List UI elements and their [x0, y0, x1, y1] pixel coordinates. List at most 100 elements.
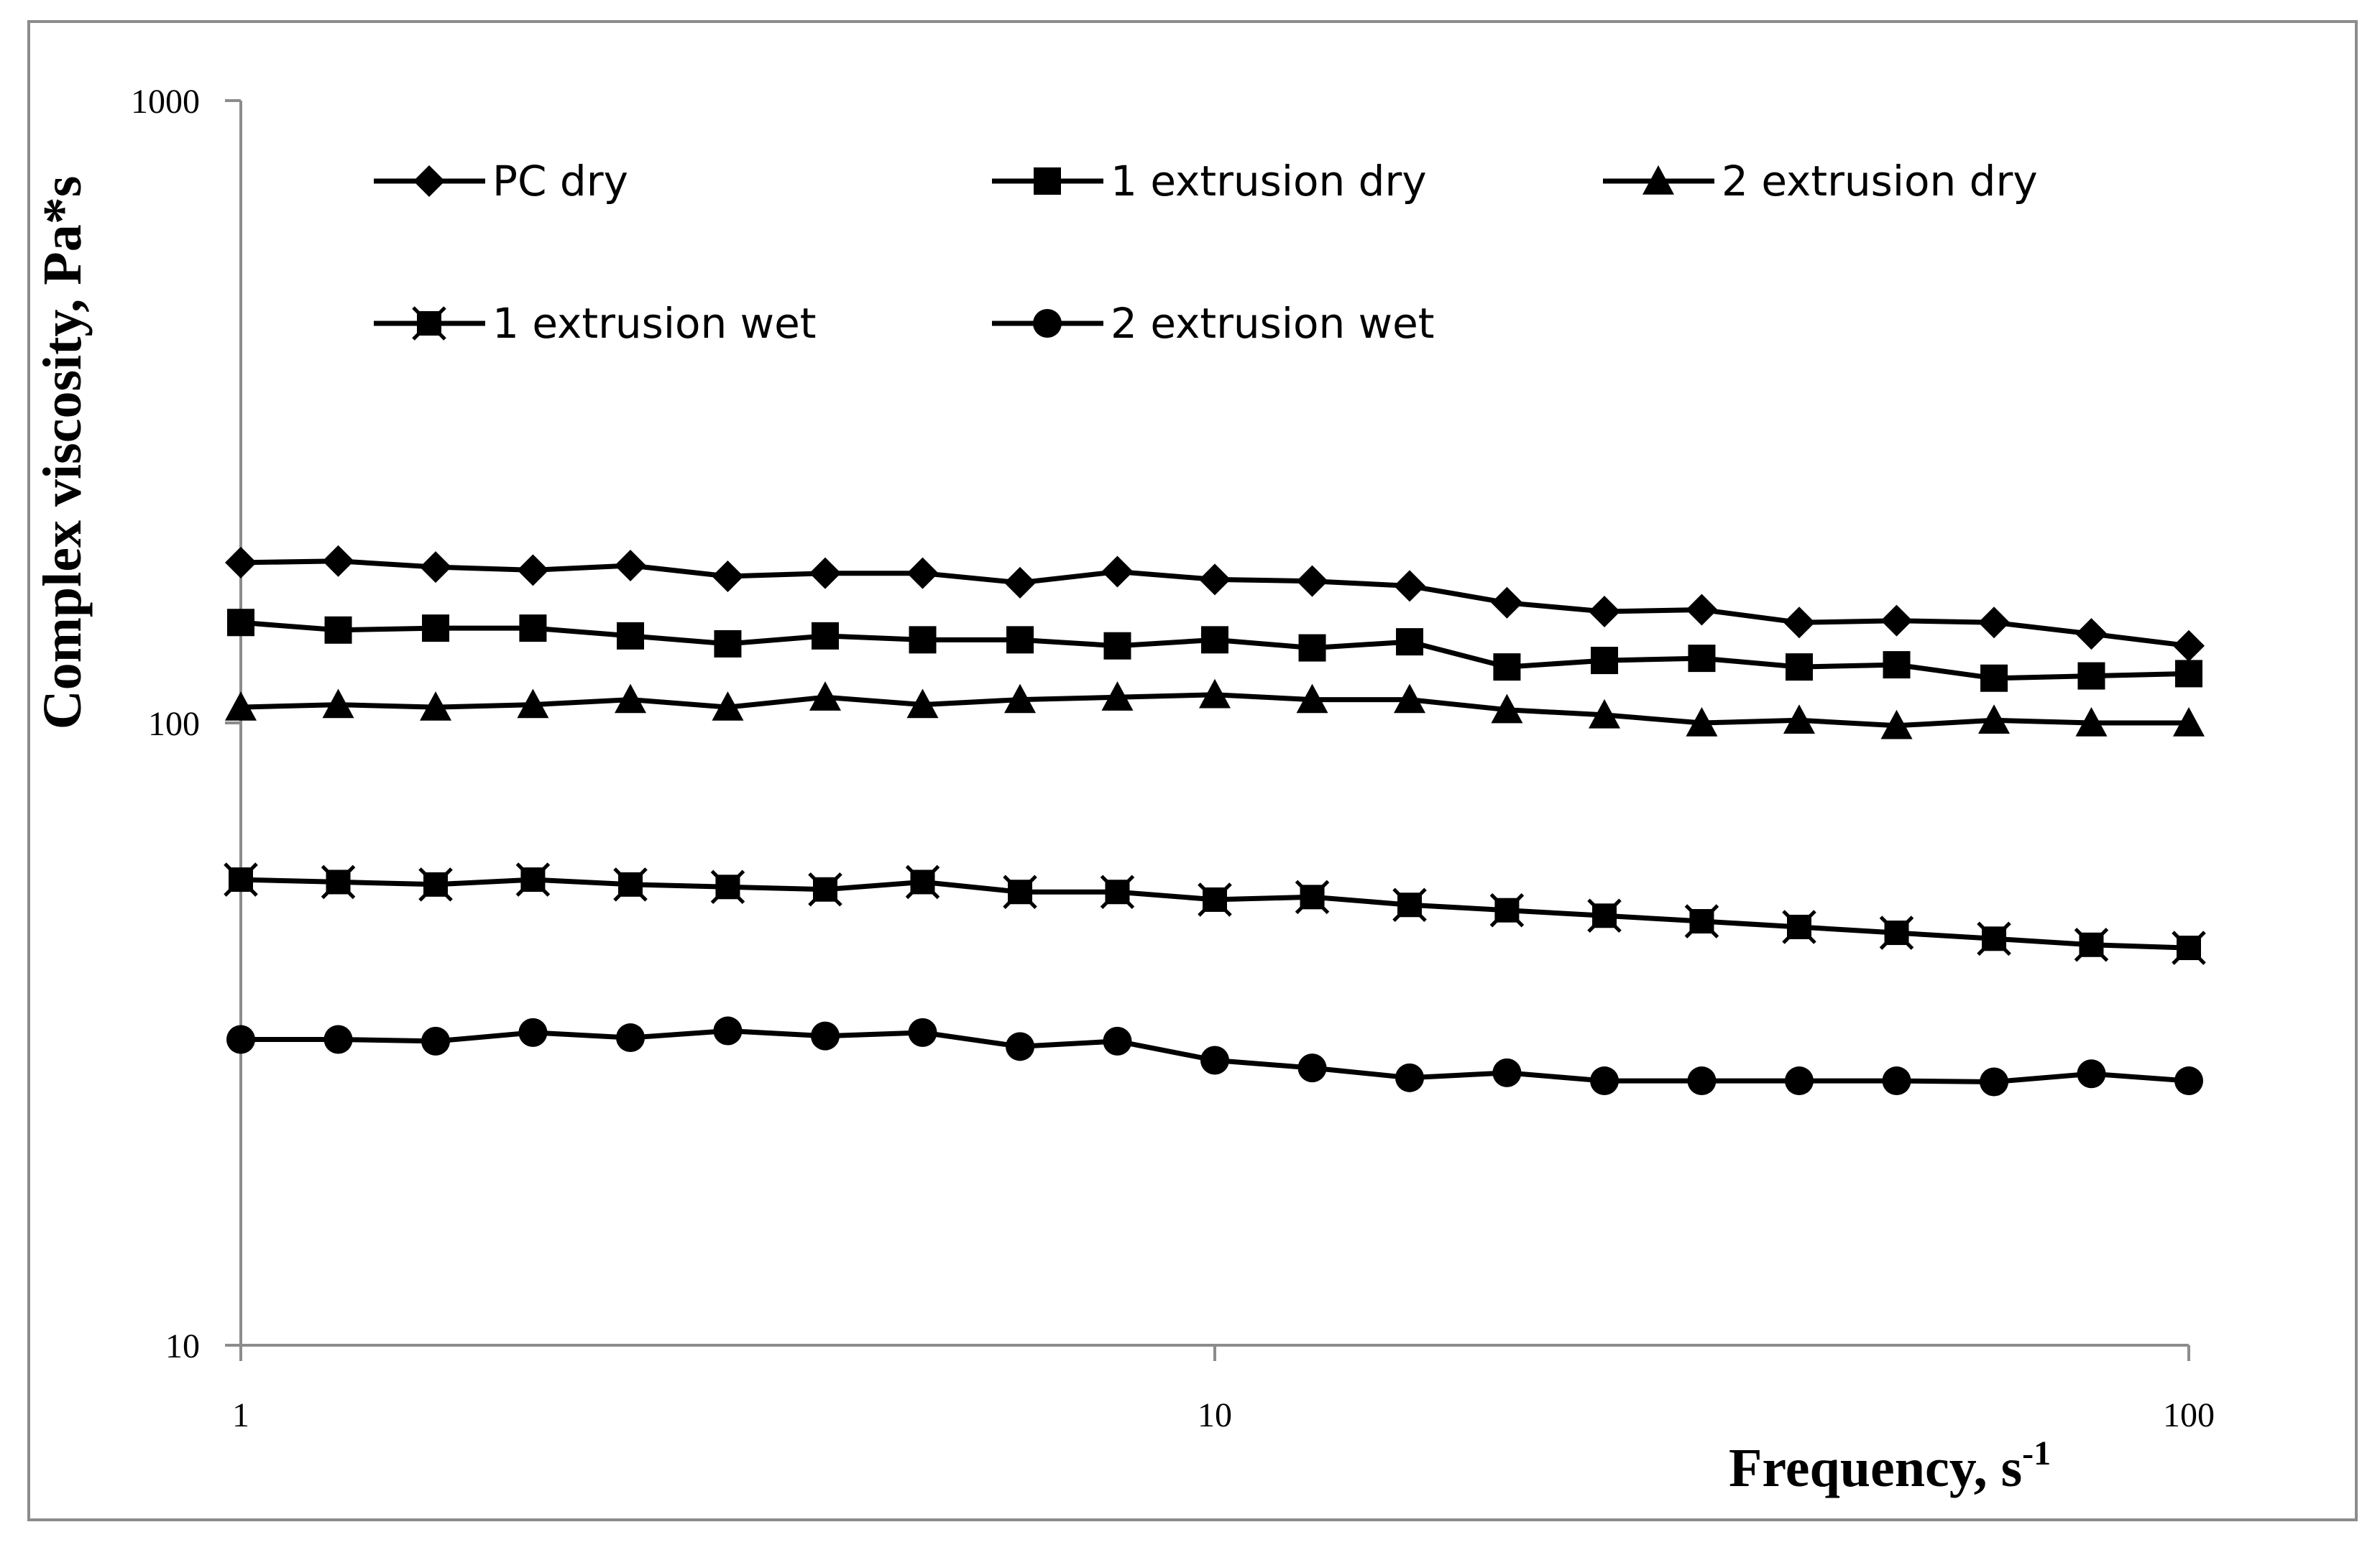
data-point — [2075, 618, 2108, 650]
data-point — [1101, 555, 1134, 588]
square-marker-shape — [1493, 653, 1521, 681]
square-marker-shape — [1103, 632, 1131, 660]
circle-marker-shape — [810, 1021, 840, 1051]
data-point — [519, 614, 547, 642]
triangle-marker-shape — [712, 691, 744, 721]
diamond-marker-shape — [906, 557, 939, 589]
x-tick-label: 1 — [232, 1396, 249, 1434]
circle-marker-shape — [421, 1026, 451, 1056]
square-marker-shape — [227, 609, 254, 637]
circle-marker-shape — [1200, 1046, 1229, 1075]
data-point — [712, 691, 744, 721]
circle-marker-shape — [1006, 1032, 1035, 1061]
data-point — [1782, 910, 1816, 944]
diamond-marker-shape — [517, 554, 549, 586]
data-point — [2173, 707, 2205, 737]
data-point — [1686, 707, 1718, 737]
square-marker-shape — [1980, 664, 2008, 692]
legend-marker — [1033, 309, 1062, 338]
square-marker-shape — [2077, 662, 2105, 690]
data-point — [1392, 887, 1427, 923]
cross-marker-stroke — [224, 862, 258, 897]
data-point — [1980, 664, 2008, 692]
chart-frame — [27, 20, 2358, 1521]
data-point — [1688, 645, 1716, 673]
diamond-marker-shape — [1589, 596, 1621, 628]
data-point — [1783, 704, 1815, 734]
circle-marker-shape — [1103, 1026, 1132, 1056]
data-point — [422, 614, 450, 642]
square-marker-shape — [1591, 647, 1619, 675]
data-point — [1103, 1026, 1132, 1056]
triangle-marker-shape — [809, 681, 841, 711]
data-point — [1686, 594, 1718, 626]
square-marker-shape — [324, 616, 352, 644]
series-2-extrusion-wet — [226, 1016, 2203, 1097]
y-tick-label: 10 — [165, 1327, 200, 1365]
data-point — [906, 688, 939, 719]
data-point — [1880, 604, 1913, 637]
diamond-marker-shape — [322, 545, 354, 577]
data-point — [323, 1025, 353, 1054]
data-point — [906, 557, 939, 589]
axes: 10 100 1000 1 10 100 — [131, 83, 2215, 1434]
x-axis-title-superscript: -1 — [2022, 1434, 2051, 1472]
y-tick-label: 100 — [148, 705, 200, 743]
data-point — [615, 683, 647, 714]
cross-marker-stroke — [1198, 882, 1232, 917]
data-point — [1201, 626, 1228, 654]
triangle-marker-shape — [1642, 165, 1674, 195]
x-tick-label: 10 — [1198, 1396, 1232, 1434]
square-marker-shape — [2175, 660, 2202, 688]
data-point — [2173, 629, 2205, 662]
data-point — [1589, 596, 1621, 628]
cross-marker-stroke — [1489, 893, 1525, 928]
circle-marker-shape — [1980, 1067, 2009, 1097]
square-marker-shape — [1688, 645, 1716, 673]
legend-label: 1 extrusion wet — [492, 299, 817, 348]
data-point — [1980, 1067, 2009, 1097]
data-point — [1296, 565, 1328, 597]
data-point — [1591, 647, 1619, 675]
circle-marker-shape — [2174, 1066, 2203, 1096]
legend-marker — [1642, 165, 1674, 195]
square-marker-shape — [617, 622, 645, 650]
data-point — [321, 864, 356, 900]
series-layer — [224, 545, 2206, 1097]
data-point — [713, 1016, 743, 1046]
data-point — [905, 864, 940, 900]
data-point — [712, 561, 744, 593]
diamond-marker-shape — [1004, 566, 1037, 599]
legend-label: PC dry — [492, 157, 628, 206]
triangle-marker-shape — [1101, 681, 1134, 711]
circle-marker-shape — [713, 1016, 743, 1046]
legend-marker — [412, 306, 446, 341]
cross-marker-stroke — [1392, 887, 1427, 923]
diamond-marker-shape — [225, 546, 257, 578]
data-point — [809, 557, 841, 589]
series-pc-dry — [225, 545, 2205, 662]
triangle-marker-shape — [1394, 683, 1426, 714]
data-point — [224, 862, 258, 897]
triangle-marker-shape — [1491, 693, 1523, 724]
data-point — [2075, 707, 2108, 737]
triangle-marker-shape — [906, 688, 939, 719]
square-marker-shape — [1785, 653, 1813, 681]
data-point — [2077, 1059, 2106, 1089]
data-point — [322, 688, 354, 719]
square-marker-shape — [1396, 628, 1424, 656]
diamond-marker-shape — [1394, 570, 1426, 602]
circle-marker-shape — [1882, 1066, 1911, 1096]
cross-marker-stroke — [515, 862, 551, 897]
data-point — [1978, 607, 2011, 639]
circle-marker-shape — [2077, 1059, 2106, 1089]
data-point — [909, 626, 937, 654]
data-point — [1589, 698, 1621, 729]
cross-marker-stroke — [321, 864, 356, 900]
diamond-marker-shape — [809, 557, 841, 589]
legend-marker — [1034, 167, 1061, 195]
data-point — [714, 629, 742, 658]
square-marker-shape — [1201, 626, 1228, 654]
